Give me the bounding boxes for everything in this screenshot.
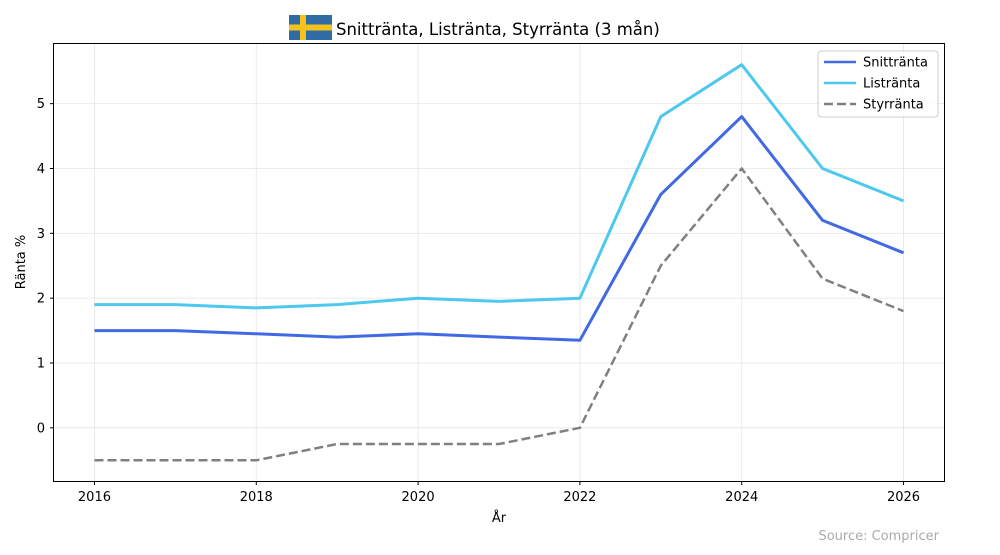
- y-tick-label: 0: [37, 421, 45, 436]
- y-tick-label: 1: [37, 356, 45, 371]
- x-tick-label: 2026: [887, 490, 920, 505]
- series-line-snittränta: [94, 115, 905, 342]
- legend-label-styrränta: Styrränta: [863, 98, 924, 113]
- y-tick-label: 2: [37, 292, 45, 307]
- legend-box: [817, 50, 939, 118]
- y-tick-label: 3: [37, 227, 45, 242]
- legend-label-snittränta: Snittränta: [863, 56, 928, 71]
- chart-title: Snittränta, Listränta, Styrränta (3 mån): [336, 20, 660, 39]
- x-tick-label: 2018: [240, 490, 273, 505]
- series-line-styrränta: [94, 167, 904, 462]
- x-tick-label: 2024: [725, 490, 758, 505]
- y-axis-label: Ränta %: [14, 235, 29, 290]
- chart-title-group: Snittränta, Listränta, Styrränta (3 mån): [289, 15, 660, 40]
- x-tick-label: 2020: [402, 490, 435, 505]
- y-tick-label: 4: [37, 162, 45, 177]
- series-line-listränta: [94, 63, 905, 310]
- y-tick-label: 5: [37, 97, 45, 112]
- tick-layer: 2016 2018 2020 2022 2024 2026 0 1 2 3 4 5: [37, 97, 920, 505]
- source-text: Source: Compricer: [818, 529, 939, 544]
- legend-label-listränta: Listränta: [863, 77, 920, 92]
- plot-frame: [53, 43, 945, 482]
- sweden-flag-icon: [289, 15, 332, 40]
- legend: Snittränta Listränta Styrränta: [817, 50, 939, 118]
- x-tick-label: 2016: [78, 490, 111, 505]
- series-layer: [94, 63, 905, 462]
- x-tick-label: 2022: [563, 490, 596, 505]
- x-axis-label: År: [492, 510, 507, 526]
